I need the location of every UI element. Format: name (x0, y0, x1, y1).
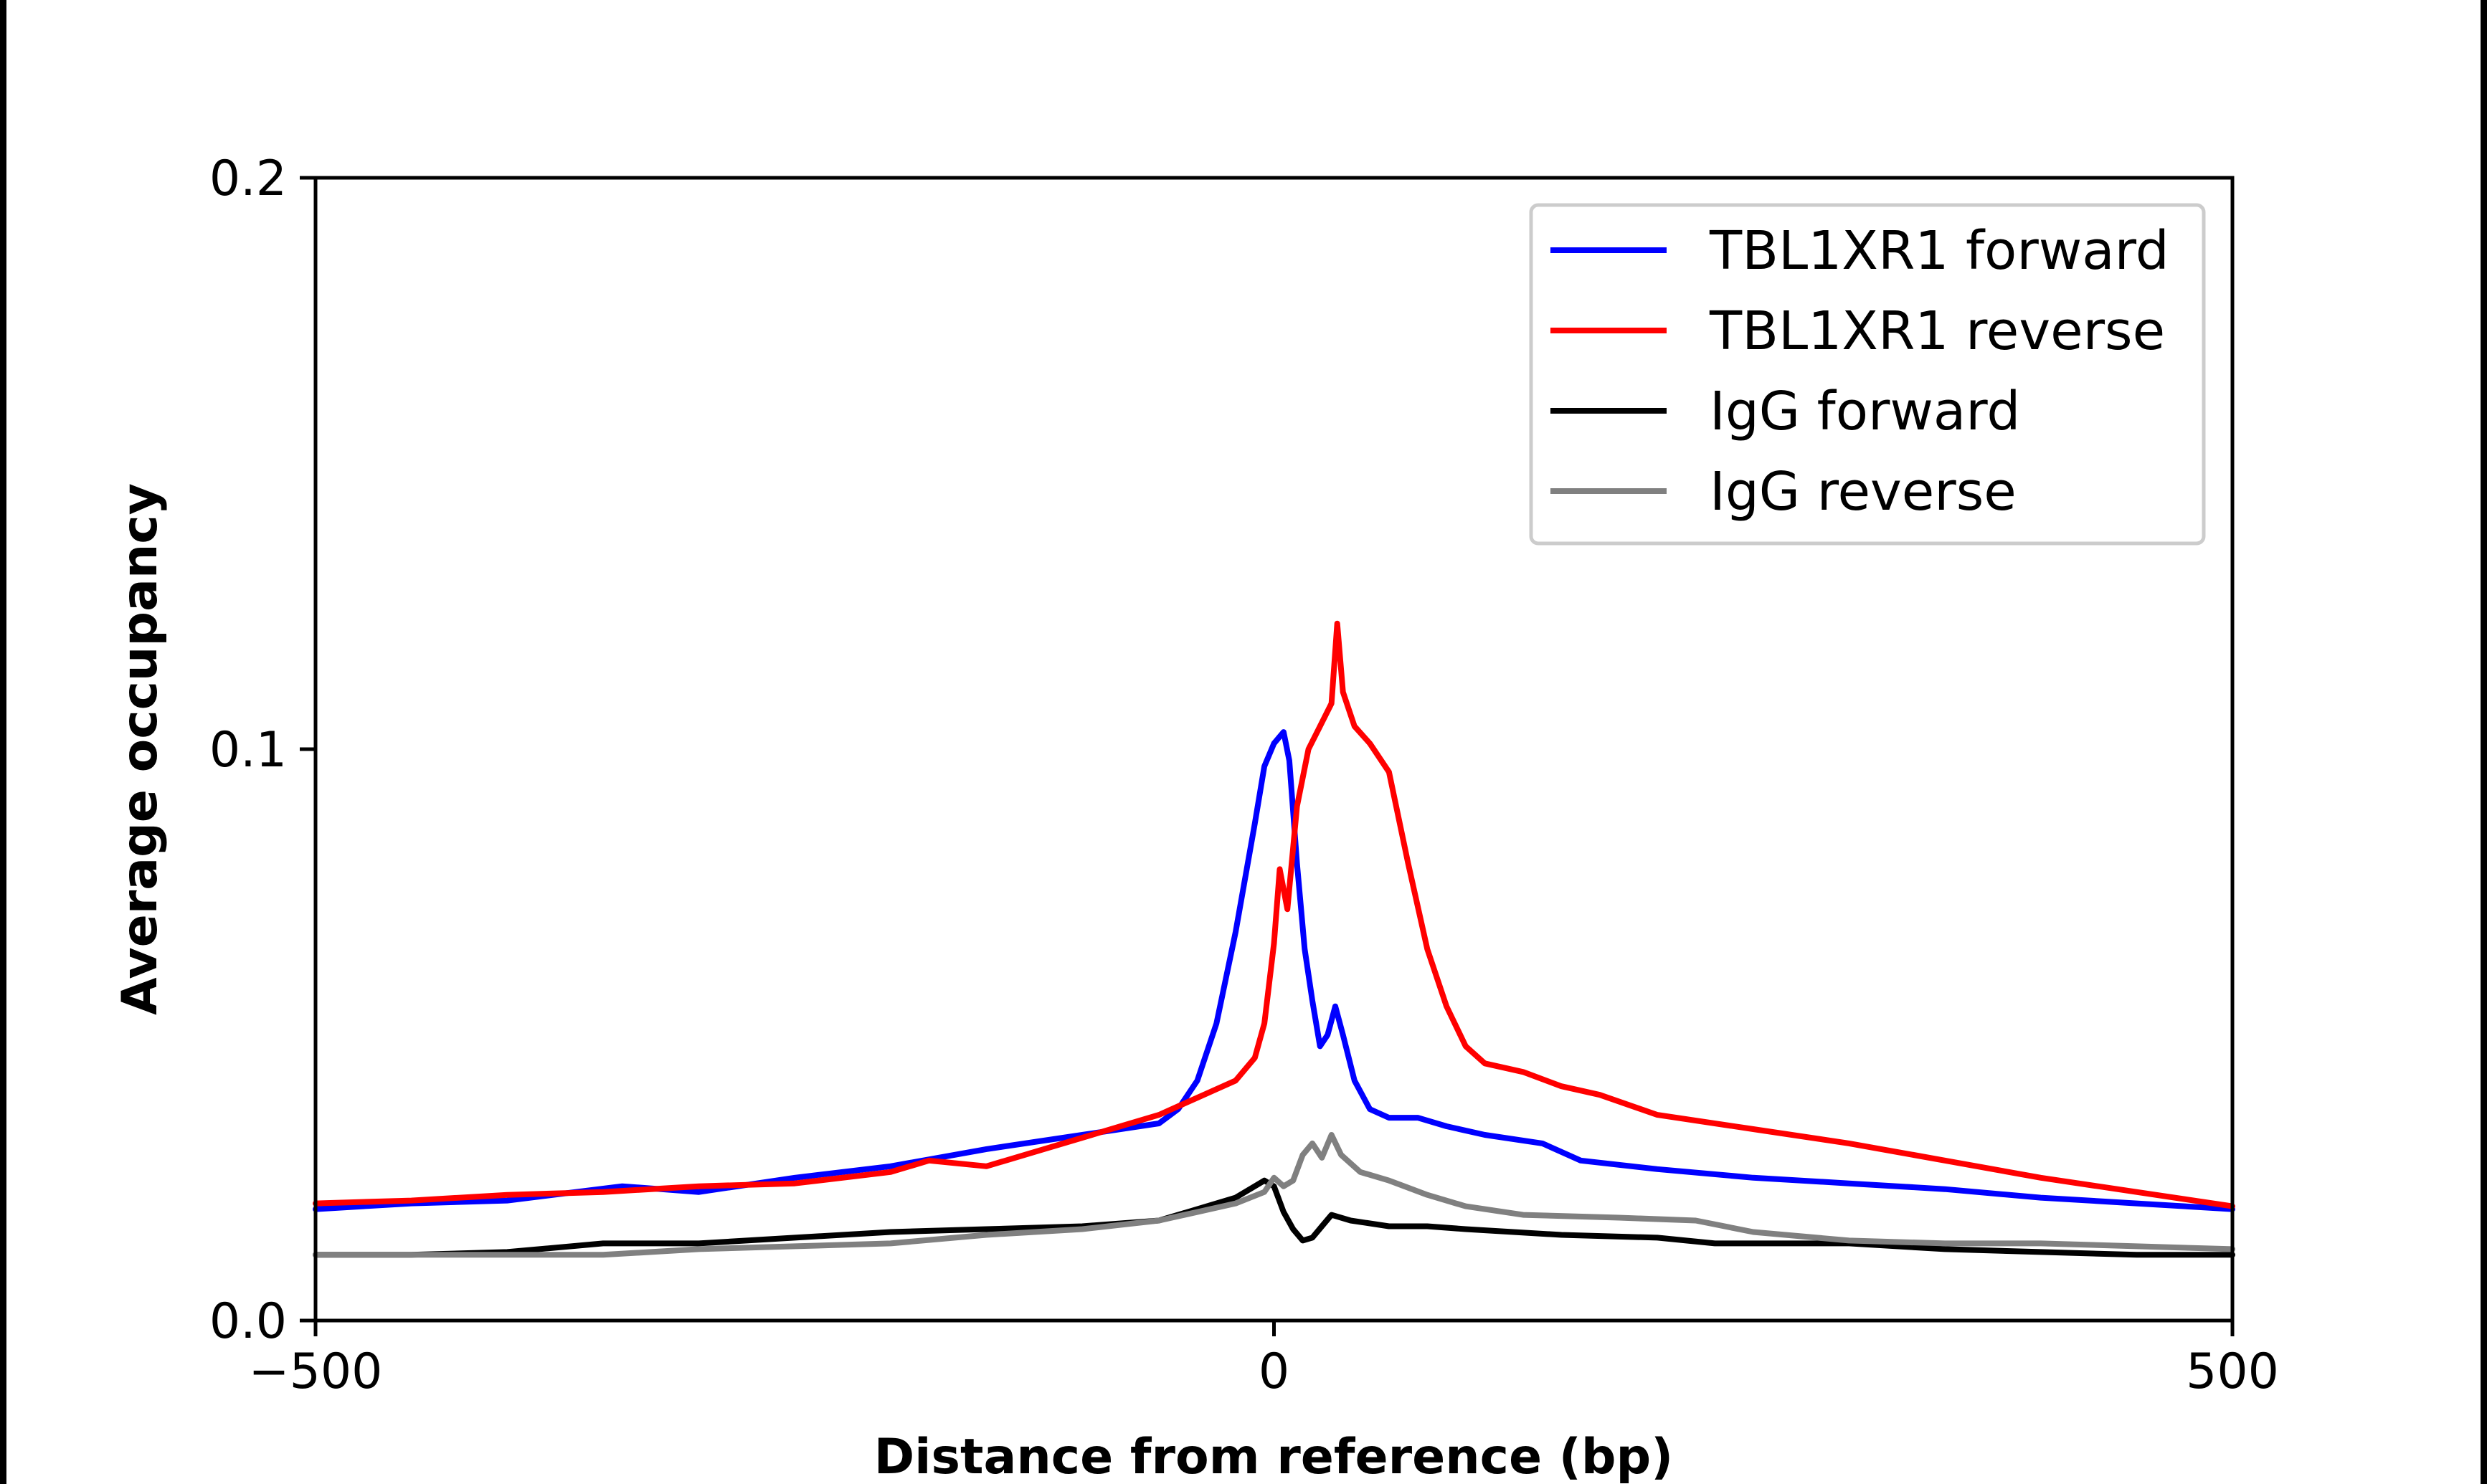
legend-items: TBL1XR1 forward TBL1XR1 reverse IgG forwar… (1550, 220, 2169, 523)
legend-box (1529, 203, 2206, 546)
right-frame-bar (2481, 0, 2487, 1484)
y-tick-label-0: 0.0 (209, 1293, 287, 1350)
axis-layer: −500 0 500 0.0 0.1 0.2 (209, 151, 2279, 1400)
x-tick-label-2: 500 (2186, 1343, 2279, 1400)
legend-label-1: TBL1XR1 reverse (1709, 300, 2165, 362)
legend: TBL1XR1 forward TBL1XR1 reverse IgG forwar… (1529, 203, 2206, 546)
series-line-1 (313, 620, 2235, 1209)
legend-label-3: IgG reverse (1710, 461, 2017, 523)
series-line-3 (313, 1132, 2235, 1258)
series-line-0 (313, 729, 2235, 1212)
x-tick-label-0: −500 (249, 1343, 383, 1400)
x-axis-title: Distance from reference (bp) (874, 1429, 1674, 1484)
y-axis-title: Average occupancy (112, 483, 169, 1015)
x-tick-label-1: 0 (1259, 1343, 1289, 1400)
left-frame-bar (0, 0, 6, 1484)
legend-label-2: IgG forward (1710, 381, 2020, 442)
legend-label-0: TBL1XR1 forward (1709, 220, 2169, 282)
y-tick-label-1: 0.1 (209, 722, 287, 779)
series-line-2 (313, 1177, 2235, 1258)
series-layer (313, 620, 2235, 1258)
y-tick-label-2: 0.2 (209, 151, 287, 207)
